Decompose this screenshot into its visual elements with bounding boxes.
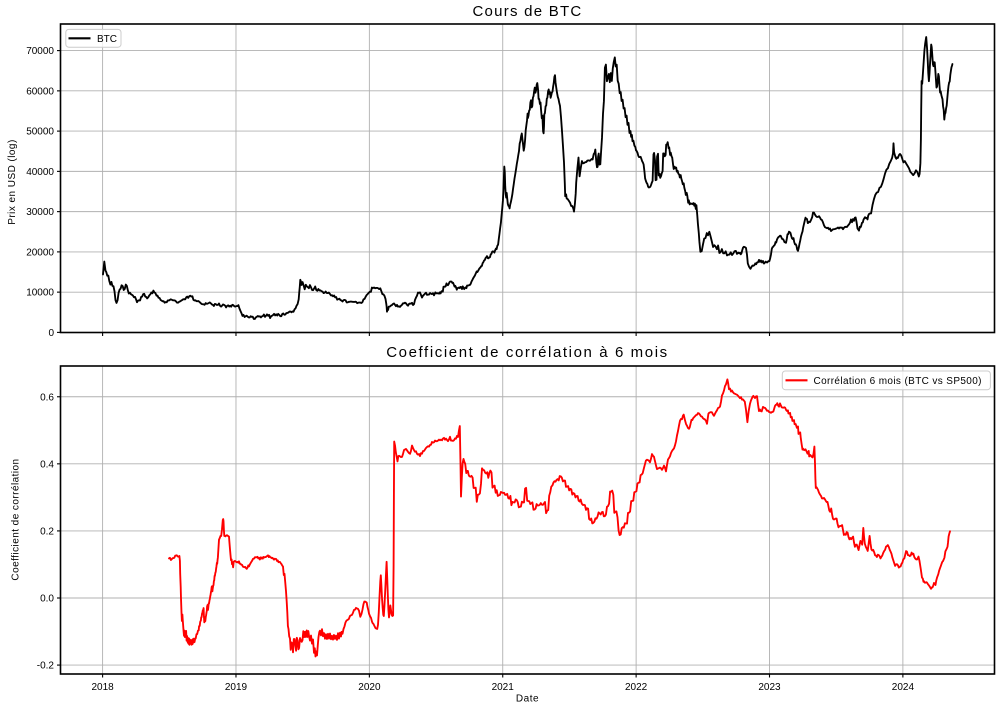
svg-text:Coefficient de corrélation: Coefficient de corrélation	[11, 458, 22, 580]
svg-text:0.4: 0.4	[40, 459, 54, 470]
svg-text:2020: 2020	[358, 682, 381, 693]
svg-text:Cours de BTC: Cours de BTC	[472, 3, 582, 20]
svg-text:0.6: 0.6	[40, 392, 54, 403]
svg-text:BTC: BTC	[97, 34, 117, 45]
svg-text:40000: 40000	[26, 167, 54, 178]
svg-text:70000: 70000	[26, 46, 54, 57]
svg-text:2022: 2022	[625, 682, 648, 693]
svg-text:0.2: 0.2	[40, 526, 54, 537]
svg-text:Coefficient de corrélation à 6: Coefficient de corrélation à 6 mois	[386, 344, 669, 361]
svg-text:-0.2: -0.2	[37, 661, 55, 672]
svg-text:2024: 2024	[892, 682, 915, 693]
svg-text:Date: Date	[516, 694, 539, 705]
svg-text:2021: 2021	[492, 682, 515, 693]
svg-text:0: 0	[48, 328, 54, 339]
svg-text:10000: 10000	[26, 288, 54, 299]
svg-text:60000: 60000	[26, 86, 54, 97]
svg-text:Prix en USD (log): Prix en USD (log)	[7, 139, 18, 224]
svg-text:50000: 50000	[26, 127, 54, 138]
svg-text:30000: 30000	[26, 207, 54, 218]
svg-text:2018: 2018	[91, 682, 114, 693]
svg-text:2019: 2019	[225, 682, 248, 693]
svg-text:20000: 20000	[26, 247, 54, 258]
svg-text:0.0: 0.0	[40, 594, 54, 605]
svg-text:2023: 2023	[758, 682, 781, 693]
svg-text:Corrélation 6 mois (BTC vs SP5: Corrélation 6 mois (BTC vs SP500)	[814, 376, 982, 387]
